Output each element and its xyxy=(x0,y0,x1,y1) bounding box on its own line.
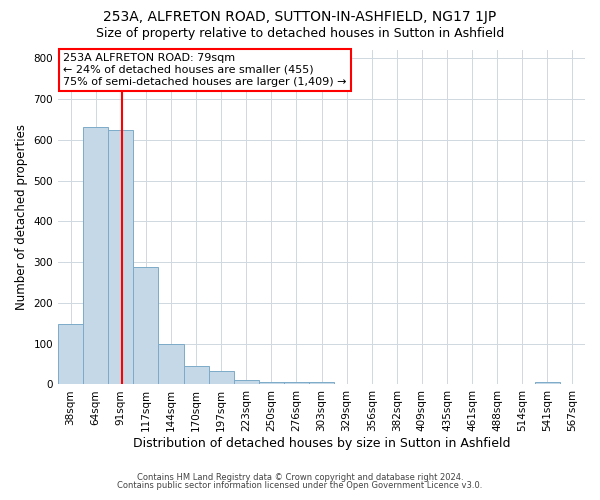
Bar xyxy=(535,382,560,384)
Bar xyxy=(108,130,133,384)
Y-axis label: Number of detached properties: Number of detached properties xyxy=(15,124,28,310)
Text: Contains public sector information licensed under the Open Government Licence v3: Contains public sector information licen… xyxy=(118,481,482,490)
Text: Contains HM Land Registry data © Crown copyright and database right 2024.: Contains HM Land Registry data © Crown c… xyxy=(137,474,463,482)
Text: 253A, ALFRETON ROAD, SUTTON-IN-ASHFIELD, NG17 1JP: 253A, ALFRETON ROAD, SUTTON-IN-ASHFIELD,… xyxy=(103,10,497,24)
Bar xyxy=(133,267,158,384)
Bar xyxy=(233,380,259,384)
Bar xyxy=(58,324,83,384)
Text: 253A ALFRETON ROAD: 79sqm
← 24% of detached houses are smaller (455)
75% of semi: 253A ALFRETON ROAD: 79sqm ← 24% of detac… xyxy=(64,54,347,86)
X-axis label: Distribution of detached houses by size in Sutton in Ashfield: Distribution of detached houses by size … xyxy=(133,437,510,450)
Bar xyxy=(309,382,334,384)
Bar xyxy=(259,382,284,384)
Bar xyxy=(284,382,309,384)
Bar xyxy=(184,366,209,384)
Bar xyxy=(158,344,184,384)
Bar xyxy=(209,372,233,384)
Bar xyxy=(83,126,108,384)
Text: Size of property relative to detached houses in Sutton in Ashfield: Size of property relative to detached ho… xyxy=(96,28,504,40)
